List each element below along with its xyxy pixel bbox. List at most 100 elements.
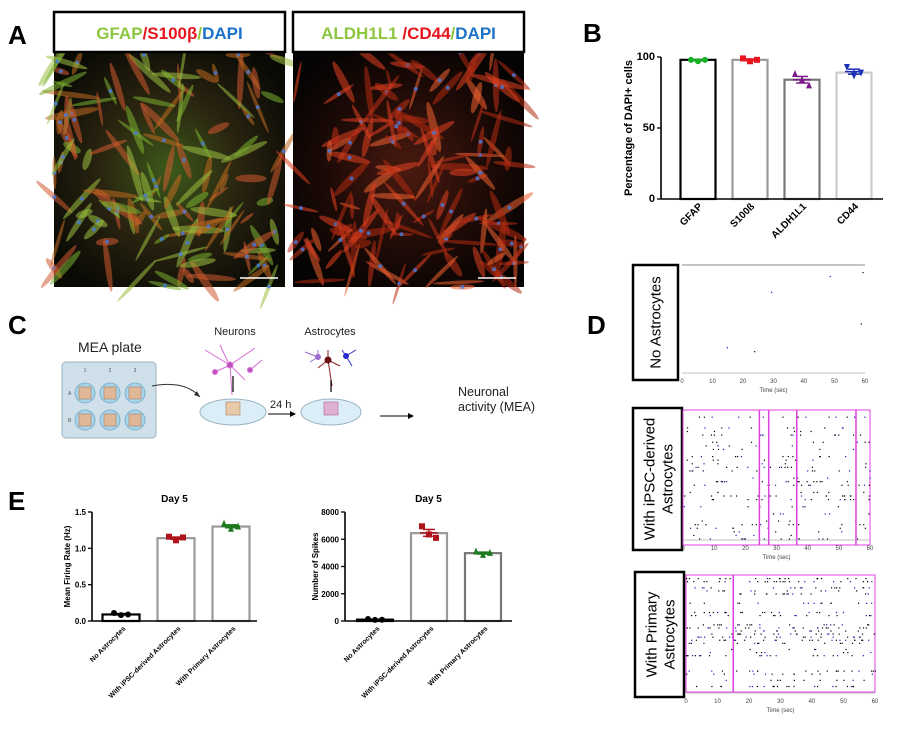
spike (778, 466, 781, 468)
spike (757, 495, 759, 497)
spike (832, 655, 834, 657)
spike (746, 624, 748, 626)
spike (717, 611, 719, 614)
bar (211, 525, 251, 623)
x-tick-label: 60 (867, 546, 874, 552)
category-label: CD44 (835, 201, 861, 227)
spike (704, 484, 706, 486)
spike (838, 633, 840, 635)
category-label: S100ß (729, 201, 758, 230)
spike (775, 639, 777, 641)
spike (784, 642, 786, 644)
spike (822, 538, 824, 540)
spike (718, 627, 720, 629)
spike (814, 470, 816, 472)
spike (787, 456, 789, 458)
spike (763, 630, 765, 632)
spike (730, 495, 732, 497)
spike (698, 636, 700, 638)
spike (771, 673, 773, 675)
chart-mean-firing-rate: Day 5 Mean Firing Rate (Hz) No Astrocytes W… (63, 494, 257, 700)
spike (764, 652, 766, 654)
spike (830, 587, 833, 589)
spike (738, 624, 740, 626)
x-tick-label: 60 (872, 699, 879, 705)
spike (825, 495, 827, 497)
spike (778, 627, 780, 629)
spike (764, 611, 766, 614)
nucleus (180, 231, 185, 236)
spike (774, 639, 776, 641)
spike (847, 578, 849, 580)
bar (679, 58, 717, 201)
spike (761, 655, 763, 657)
bar (731, 58, 769, 201)
spike (874, 670, 876, 672)
spike (725, 655, 727, 657)
spike (724, 481, 726, 483)
spike (816, 481, 818, 483)
nucleus (478, 139, 483, 144)
data-point (221, 519, 227, 527)
spike (821, 627, 824, 629)
spike (775, 495, 777, 497)
nucleus (266, 284, 271, 289)
spike (722, 481, 724, 483)
spike (868, 624, 870, 626)
spike (686, 627, 688, 629)
spike (786, 590, 788, 592)
spike (834, 587, 836, 589)
spike (770, 611, 773, 614)
spike (754, 590, 756, 592)
spike (864, 527, 867, 529)
spike (703, 642, 705, 644)
raster-plot: No Astrocytes 0 10 20 30 40 50 60 Time (sec) (631, 263, 869, 394)
spike (819, 448, 821, 451)
spike (841, 495, 844, 497)
spike (779, 578, 781, 580)
x-tick-label: 20 (742, 546, 749, 552)
spike (777, 679, 779, 681)
spike (837, 506, 839, 508)
data-point (480, 550, 486, 558)
spike (807, 602, 809, 604)
nucleus (300, 247, 305, 252)
spike (794, 615, 796, 617)
spike (695, 466, 697, 468)
spike (791, 506, 793, 508)
nucleus (64, 135, 69, 140)
data-point (173, 537, 179, 544)
spike (693, 484, 695, 486)
nucleus (396, 120, 401, 125)
data-point (419, 523, 425, 530)
spike (749, 685, 751, 688)
spike (721, 434, 723, 436)
x-tick-label: 0 (680, 379, 684, 385)
spike (858, 670, 860, 672)
nucleus (105, 239, 110, 244)
data-point (695, 58, 701, 65)
spike (806, 615, 808, 617)
spike (755, 524, 757, 526)
spike (855, 578, 857, 580)
spike (738, 602, 741, 604)
spike (838, 470, 840, 472)
spike (803, 679, 805, 681)
y-axis-label: Percentage of DAPI+ cells (623, 60, 635, 196)
spike (711, 633, 713, 635)
spike (810, 636, 812, 638)
spike (712, 456, 714, 458)
spike (816, 578, 818, 580)
spike (790, 466, 792, 468)
x-tick-label: 30 (773, 546, 780, 552)
nucleus (245, 254, 250, 259)
spike (712, 448, 715, 451)
spike (788, 648, 790, 651)
spike (754, 351, 756, 353)
spike (722, 590, 724, 592)
spike (782, 581, 784, 583)
data-point (433, 534, 439, 541)
data-point (228, 524, 234, 532)
spike (814, 685, 816, 688)
spike (794, 459, 797, 461)
